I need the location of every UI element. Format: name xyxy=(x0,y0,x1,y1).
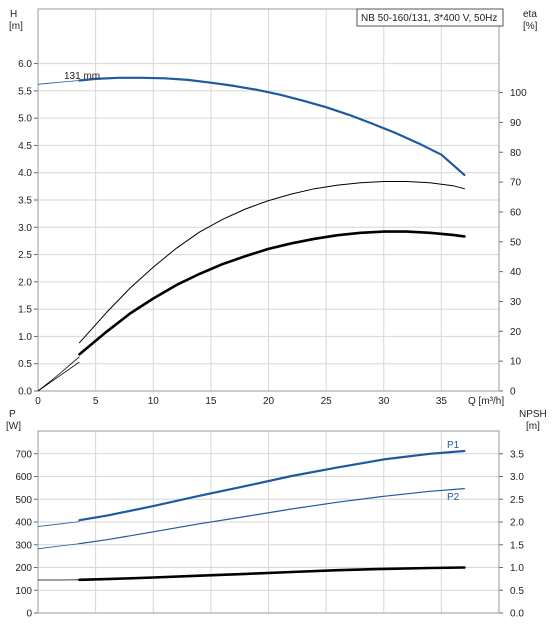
efficiency-curve-pump-extrapolation xyxy=(37,361,80,392)
bottom-y-axis-label-line1: P xyxy=(9,409,16,420)
npsh-tick-label: 1.0 xyxy=(510,563,524,574)
y-tick-label: 5.0 xyxy=(18,114,32,125)
top-y-axis-label-line1: H xyxy=(10,9,17,20)
y-tick-label: 0.0 xyxy=(18,387,32,398)
npsh-tick-label: 3.0 xyxy=(510,472,524,483)
p2-series-label: P2 xyxy=(447,492,460,503)
bottom-series-lines xyxy=(37,449,466,582)
head-curve-line xyxy=(78,76,466,176)
top-right-axis-label-line1: eta xyxy=(523,9,537,20)
p-tick-label: 600 xyxy=(15,472,32,483)
head-efficiency-panel: 0 5 10 15 20 25 30 35 0.0 0.5 1.0 1.5 2.0 2.5 3.0 3.5 4.… xyxy=(9,8,538,407)
npsh-tick-label: 0.0 xyxy=(510,609,524,620)
y-tick-label: 3.0 xyxy=(18,223,32,234)
p-tick-label: 300 xyxy=(15,540,32,551)
y-right-tick-label: 60 xyxy=(510,207,522,218)
p1-series-label: P1 xyxy=(447,440,460,451)
x-tick-label: 20 xyxy=(263,396,275,407)
y-tick-label: 4.5 xyxy=(18,141,32,152)
bottom-gridlines xyxy=(34,431,503,614)
p-tick-label: 0 xyxy=(26,609,32,620)
p-tick-label: 400 xyxy=(15,518,32,529)
efficiency-curve-total-extrapolation xyxy=(37,356,80,392)
x-tick-label: 0 xyxy=(35,396,41,407)
top-plot-frame xyxy=(37,8,500,392)
bottom-y-axis-label-line2: [W] xyxy=(6,421,21,432)
y-right-tick-label: 40 xyxy=(510,267,522,278)
npsh-curve-line xyxy=(78,566,466,582)
y-tick-label: 0.5 xyxy=(18,359,32,370)
efficiency-curve-pump-line xyxy=(78,230,466,356)
y-right-tick-label: 10 xyxy=(510,357,522,368)
x-tick-label: 35 xyxy=(436,396,448,407)
p-tick-label: 700 xyxy=(15,449,32,460)
x-tick-label: 5 xyxy=(93,396,99,407)
chart-title: NB 50-160/131, 3*400 V, 50Hz xyxy=(361,13,497,24)
bottom-right-axis-label-line2: [m] xyxy=(526,421,540,432)
top-series-lines xyxy=(37,76,466,392)
top-tick-labels: 0 5 10 15 20 25 30 35 0.0 0.5 1.0 1.5 2.0 2.5 3.0 3.5 4.… xyxy=(18,59,527,407)
bottom-tick-labels: 0 100 200 300 400 500 600 700 0.0 0.5 1.0 1.5 2.0 2.5… xyxy=(15,449,524,619)
power-npsh-panel: 0 100 200 300 400 500 600 700 0.0 0.5 1.0 1.5 2.0 2.5… xyxy=(6,409,547,620)
y-right-tick-label: 70 xyxy=(510,178,522,189)
x-tick-label: 30 xyxy=(378,396,390,407)
y-right-tick-label: 30 xyxy=(510,297,522,308)
npsh-tick-label: 2.0 xyxy=(510,518,524,529)
p-tick-label: 100 xyxy=(15,586,32,597)
bottom-right-axis-label-line1: NPSH xyxy=(519,409,547,420)
x-tick-label: 25 xyxy=(321,396,333,407)
top-y-axis-label-line2: [m] xyxy=(9,21,23,32)
y-tick-label: 3.5 xyxy=(18,196,32,207)
npsh-tick-label: 0.5 xyxy=(510,586,524,597)
p2-curve-line xyxy=(78,488,465,545)
npsh-tick-label: 1.5 xyxy=(510,540,524,551)
y-tick-label: 1.5 xyxy=(18,305,32,316)
y-right-tick-label: 100 xyxy=(510,88,527,99)
top-gridlines xyxy=(34,9,503,392)
p-tick-label: 500 xyxy=(15,495,32,506)
npsh-tick-label: 3.5 xyxy=(510,449,524,460)
p1-curve-extrapolation xyxy=(37,521,80,527)
top-x-axis-label: Q [m³/h] xyxy=(468,396,504,407)
p2-curve-extrapolation xyxy=(37,543,80,550)
y-right-tick-label: 20 xyxy=(510,327,522,338)
y-tick-label: 4.0 xyxy=(18,168,32,179)
chart-title-box: NB 50-160/131, 3*400 V, 50Hz xyxy=(356,8,504,27)
y-right-tick-label: 50 xyxy=(510,237,522,248)
top-right-axis-label-line2: [%] xyxy=(523,21,538,32)
y-tick-label: 2.0 xyxy=(18,277,32,288)
head-curve-extrapolation xyxy=(37,80,80,85)
y-tick-label: 6.0 xyxy=(18,59,32,70)
x-tick-label: 15 xyxy=(205,396,217,407)
y-tick-label: 5.5 xyxy=(18,86,32,97)
y-tick-label: 1.0 xyxy=(18,332,32,343)
p-tick-label: 200 xyxy=(15,563,32,574)
y-tick-label: 2.5 xyxy=(18,250,32,261)
x-tick-label: 10 xyxy=(148,396,160,407)
impeller-size-label: 131 mm xyxy=(64,71,100,82)
bottom-plot-frame xyxy=(37,430,500,614)
npsh-tick-label: 2.5 xyxy=(510,495,524,506)
y-right-tick-label: 90 xyxy=(510,118,522,129)
y-right-tick-label: 0 xyxy=(510,387,516,398)
y-right-tick-label: 80 xyxy=(510,148,522,159)
p1-curve-line xyxy=(78,449,466,522)
efficiency-curve-total-line xyxy=(79,181,465,344)
